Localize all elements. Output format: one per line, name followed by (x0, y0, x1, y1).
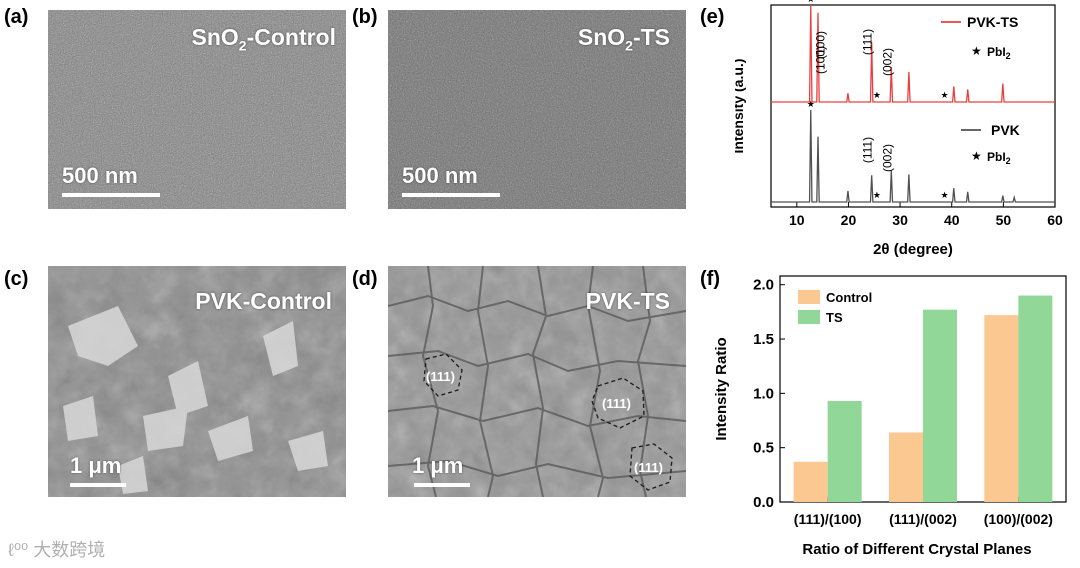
bar-ytick-label: 1.0 (753, 385, 774, 402)
legend-swatch-ts (798, 310, 820, 324)
xrd-star-marker: ★ (873, 190, 881, 200)
xrd-peak-label: (100) (814, 31, 828, 59)
scale-bar-b (402, 193, 500, 197)
panel-label-d: (d) (352, 268, 378, 290)
scale-bar-c (70, 483, 126, 487)
sem-texture-d (388, 266, 686, 497)
bar-ytick-label: 0.5 (753, 440, 774, 457)
ratio-bar-chart: 0.0 0.5 1.0 1.5 2.0 (111)/(100) (111)/(002) (10… (713, 275, 1067, 558)
sem-texture-c (48, 266, 346, 497)
legend-pbi2-bottom: PbI2 (987, 150, 1011, 166)
legend-pbi2-top: PbI2 (987, 45, 1011, 61)
xrd-ylabel: Intensity (a.u.) (735, 59, 746, 154)
sem-title-d: PVK-TS (585, 288, 670, 314)
panel-label-e: (e) (700, 6, 725, 28)
bar-ts-0 (827, 400, 862, 502)
xrd-star-marker: ★ (807, 0, 815, 4)
bar-ytick-label: 2.0 (753, 277, 774, 294)
legend-label-pvk-ts: PVK-TS (967, 14, 1018, 30)
grain-label-2: (111) (602, 396, 631, 411)
scale-bar-d (414, 483, 470, 487)
legend-swatch-control (798, 290, 820, 304)
scale-label-a: 500 nm (62, 163, 138, 188)
xrd-xtick-label: 10 (789, 212, 805, 228)
xrd-xtick-label: 60 (1047, 212, 1063, 228)
legend-label-ts: TS (826, 310, 843, 325)
watermark-icon: ℓ⁰⁰ (8, 540, 34, 560)
bar-ylabel: Intensity Ratio (713, 337, 730, 440)
sem-texture-b (388, 10, 686, 209)
legend-label-pvk: PVK (991, 122, 1020, 138)
xrd-plot-frame (770, 4, 1056, 208)
xrd-series-pvk (771, 109, 1055, 203)
xrd-peak-label: (100) (814, 46, 828, 74)
panel-label-b: (b) (352, 6, 378, 28)
xrd-star-marker: ★ (940, 90, 948, 100)
sem-texture-a (48, 10, 346, 209)
legend-label-control: Control (826, 290, 872, 305)
panel-label-a: (a) (4, 6, 29, 28)
xrd-star-marker: ★ (940, 190, 948, 200)
bar-xlabel: Ratio of Different Crystal Planes (802, 541, 1031, 558)
watermark: ℓ⁰⁰ 大数跨境 (8, 540, 106, 560)
xrd-star-marker: ★ (807, 99, 815, 109)
sem-title-c: PVK-Control (195, 288, 332, 314)
bar-ts-2 (1018, 295, 1053, 502)
panel-label-f: (f) (700, 268, 720, 290)
sem-image-pvk-ts: PVK-TS (111) (111) (111) 1 μm (388, 266, 686, 497)
legend-star-bottom: ★ (971, 149, 982, 163)
xrd-peak-label: (111) (861, 137, 875, 163)
bar-category-label: (111)/(100) (794, 511, 862, 527)
scale-label-b: 500 nm (402, 163, 478, 188)
xrd-xtick-label: 40 (944, 212, 960, 228)
sem-title-a: SnO2-Control (191, 24, 337, 54)
sem-image-pvk-control: PVK-Control 1 μm (48, 266, 346, 497)
bar-category-label: (100)/(002) (984, 511, 1053, 527)
sem-title-b: SnO2-TS (577, 24, 670, 54)
bar-ytick-label: 0.0 (753, 494, 774, 511)
bar-control-1 (889, 432, 923, 502)
bar-control-2 (984, 315, 1019, 502)
bar-ytick-label: 1.5 (753, 331, 774, 348)
scale-bar-a (62, 193, 160, 197)
grain-label-1: (111) (426, 369, 455, 384)
grain-outline-2 (591, 377, 645, 429)
grain-outline-3 (629, 443, 673, 491)
bar-ts-1 (923, 309, 957, 502)
xrd-xtick-label: 50 (996, 212, 1012, 228)
xrd-peak-label: (002) (880, 48, 894, 76)
xrd-peak-label: (111) (861, 29, 875, 55)
bar-category-label: (111)/(002) (889, 511, 957, 527)
panel-label-c: (c) (4, 268, 29, 290)
legend-star-top: ★ (971, 44, 982, 58)
scale-label-d: 1 μm (412, 453, 464, 478)
xrd-xlabel: 2θ (degree) (873, 241, 953, 258)
xrd-xtick-label: 30 (892, 212, 908, 228)
sem-image-sno2-ts: SnO2-TS 500 nm (388, 10, 686, 209)
sem-image-sno2-control: SnO2-Control 500 nm (48, 10, 346, 209)
scale-label-c: 1 μm (70, 453, 122, 478)
xrd-chart: 10 20 30 40 50 60 ★ ★ ★ (100) (111) (002) ★ ★ ★ (100) (… (735, 0, 1063, 258)
xrd-star-marker: ★ (873, 90, 881, 100)
bar-control-0 (793, 461, 828, 502)
xrd-xtick-label: 20 (841, 212, 857, 228)
grain-label-3: (111) (634, 460, 663, 475)
xrd-peak-label: (002) (880, 144, 894, 172)
grain-outline-1 (423, 353, 463, 397)
